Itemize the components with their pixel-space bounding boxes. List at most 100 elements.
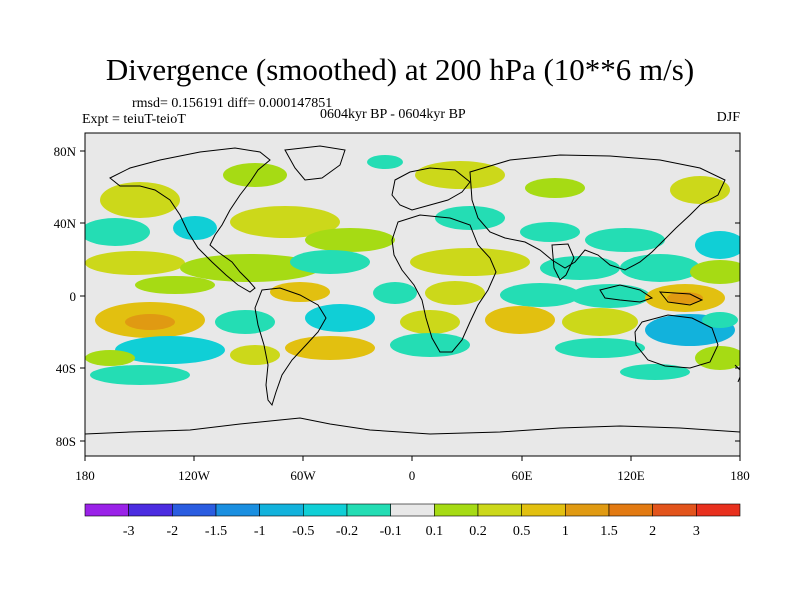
colorbar-swatch (84, 503, 129, 517)
colorbar-label: -0.5 (292, 524, 314, 539)
field-blob (85, 218, 150, 246)
field-blob (500, 283, 580, 307)
field-blob (100, 182, 180, 218)
field-blob (390, 333, 470, 357)
colorbar-label: 0.5 (513, 524, 531, 539)
coastline (391, 167, 471, 211)
colorbar-label: 1 (562, 524, 569, 539)
y-ticks (80, 150, 740, 442)
colorbar: -3 -2 -1.5 -1 -0.5 -0.2 -0.1 0.1 0.2 0.5 1 1.5 2 3 (84, 503, 741, 539)
field-blob (425, 281, 485, 305)
field-blob (620, 254, 700, 282)
colorbar-label: -2 (166, 524, 178, 539)
field-blob (570, 284, 650, 308)
field-blob (435, 206, 505, 230)
coastline (551, 243, 575, 281)
colorbar-swatch (172, 503, 217, 517)
colorbar-label: -0.1 (380, 524, 402, 539)
coastline (658, 291, 704, 306)
field-blob (180, 254, 320, 282)
field-blob (215, 310, 275, 334)
field-blob (85, 350, 135, 366)
field-blob (90, 365, 190, 385)
field-blob (367, 155, 403, 169)
experiment-label: Expt = teiuT-teioT (82, 112, 186, 127)
lat-label: 80S (56, 434, 76, 449)
map-title: Divergence (smoothed) at 200 hPa (10**6 … (105, 52, 695, 87)
colorbar-swatch (608, 503, 653, 517)
coastline (634, 314, 719, 369)
colorbar-label: -1.5 (205, 524, 227, 539)
field-blob (695, 346, 740, 370)
colorbar-swatch (565, 503, 610, 517)
field-blob (525, 178, 585, 198)
lat-label: 0 (70, 289, 77, 304)
field-blob (702, 312, 738, 328)
coastline (109, 147, 271, 293)
colorbar-label: 0.2 (469, 524, 487, 539)
lon-label: 120W (178, 468, 211, 483)
field-blob (400, 310, 460, 334)
lon-label: 60W (290, 468, 316, 483)
coastline (85, 417, 740, 435)
season-label: DJF (716, 110, 740, 125)
x-ticks (84, 456, 741, 461)
field-blob (520, 222, 580, 242)
field-blob (173, 216, 217, 240)
colorbar-swatch (215, 503, 260, 517)
field-blob (135, 276, 215, 294)
field-blob (85, 251, 185, 275)
colorbar-label: 1.5 (600, 524, 618, 539)
field-blob (270, 282, 330, 302)
field-blob (695, 231, 740, 259)
field-blob (540, 256, 620, 280)
colorbar-swatch (477, 503, 522, 517)
field-blob (620, 364, 690, 380)
colorbar-label: -3 (123, 524, 135, 539)
colorbar-swatch (696, 503, 741, 517)
colorbar-swatch (390, 503, 435, 517)
lat-label: 40S (56, 361, 76, 376)
lon-labels: 180 120W 60W 0 60E 120E 180 (75, 468, 750, 483)
coastline (734, 364, 740, 383)
colorbar-label: -1 (254, 524, 266, 539)
field-blob (305, 304, 375, 332)
colorbar-swatch (128, 503, 173, 517)
field-blob (115, 336, 225, 364)
coastline (391, 214, 497, 353)
colorbar-swatch (434, 503, 479, 517)
colorbar-swatch (303, 503, 348, 517)
field-blob (125, 314, 175, 330)
field-blob (230, 206, 340, 238)
colorbar-label: -0.2 (336, 524, 358, 539)
colorbar-label: 3 (693, 524, 700, 539)
field-blob (667, 292, 703, 304)
lon-label: 180 (730, 468, 750, 483)
field-blob (290, 250, 370, 274)
lat-labels: 80N 40N 0 40S 80S (54, 144, 77, 449)
lat-label: 40N (54, 216, 77, 231)
field-blob (373, 282, 417, 304)
period-label: 0604kyr BP - 0604kyr BP (320, 107, 466, 122)
colorbar-swatch (521, 503, 566, 517)
stats-label: rmsd= 0.156191 diff= 0.000147851 (132, 96, 333, 111)
lat-label: 80N (54, 144, 77, 159)
lon-label: 0 (409, 468, 416, 483)
lon-label: 180 (75, 468, 95, 483)
field-blob (670, 176, 730, 204)
colorbar-swatch (346, 503, 391, 517)
field-blob (230, 345, 280, 365)
field-blob (485, 306, 555, 334)
lon-label: 120E (617, 468, 645, 483)
field-blob (555, 338, 645, 358)
coastline (599, 284, 654, 303)
field-blob (690, 260, 740, 284)
field-blob (305, 228, 395, 252)
field-blob (585, 228, 665, 252)
field-blob (410, 248, 530, 276)
coastline (284, 145, 346, 181)
coastline (469, 154, 726, 271)
colorbar-swatch (652, 503, 697, 517)
colorbar-label: 2 (649, 524, 656, 539)
